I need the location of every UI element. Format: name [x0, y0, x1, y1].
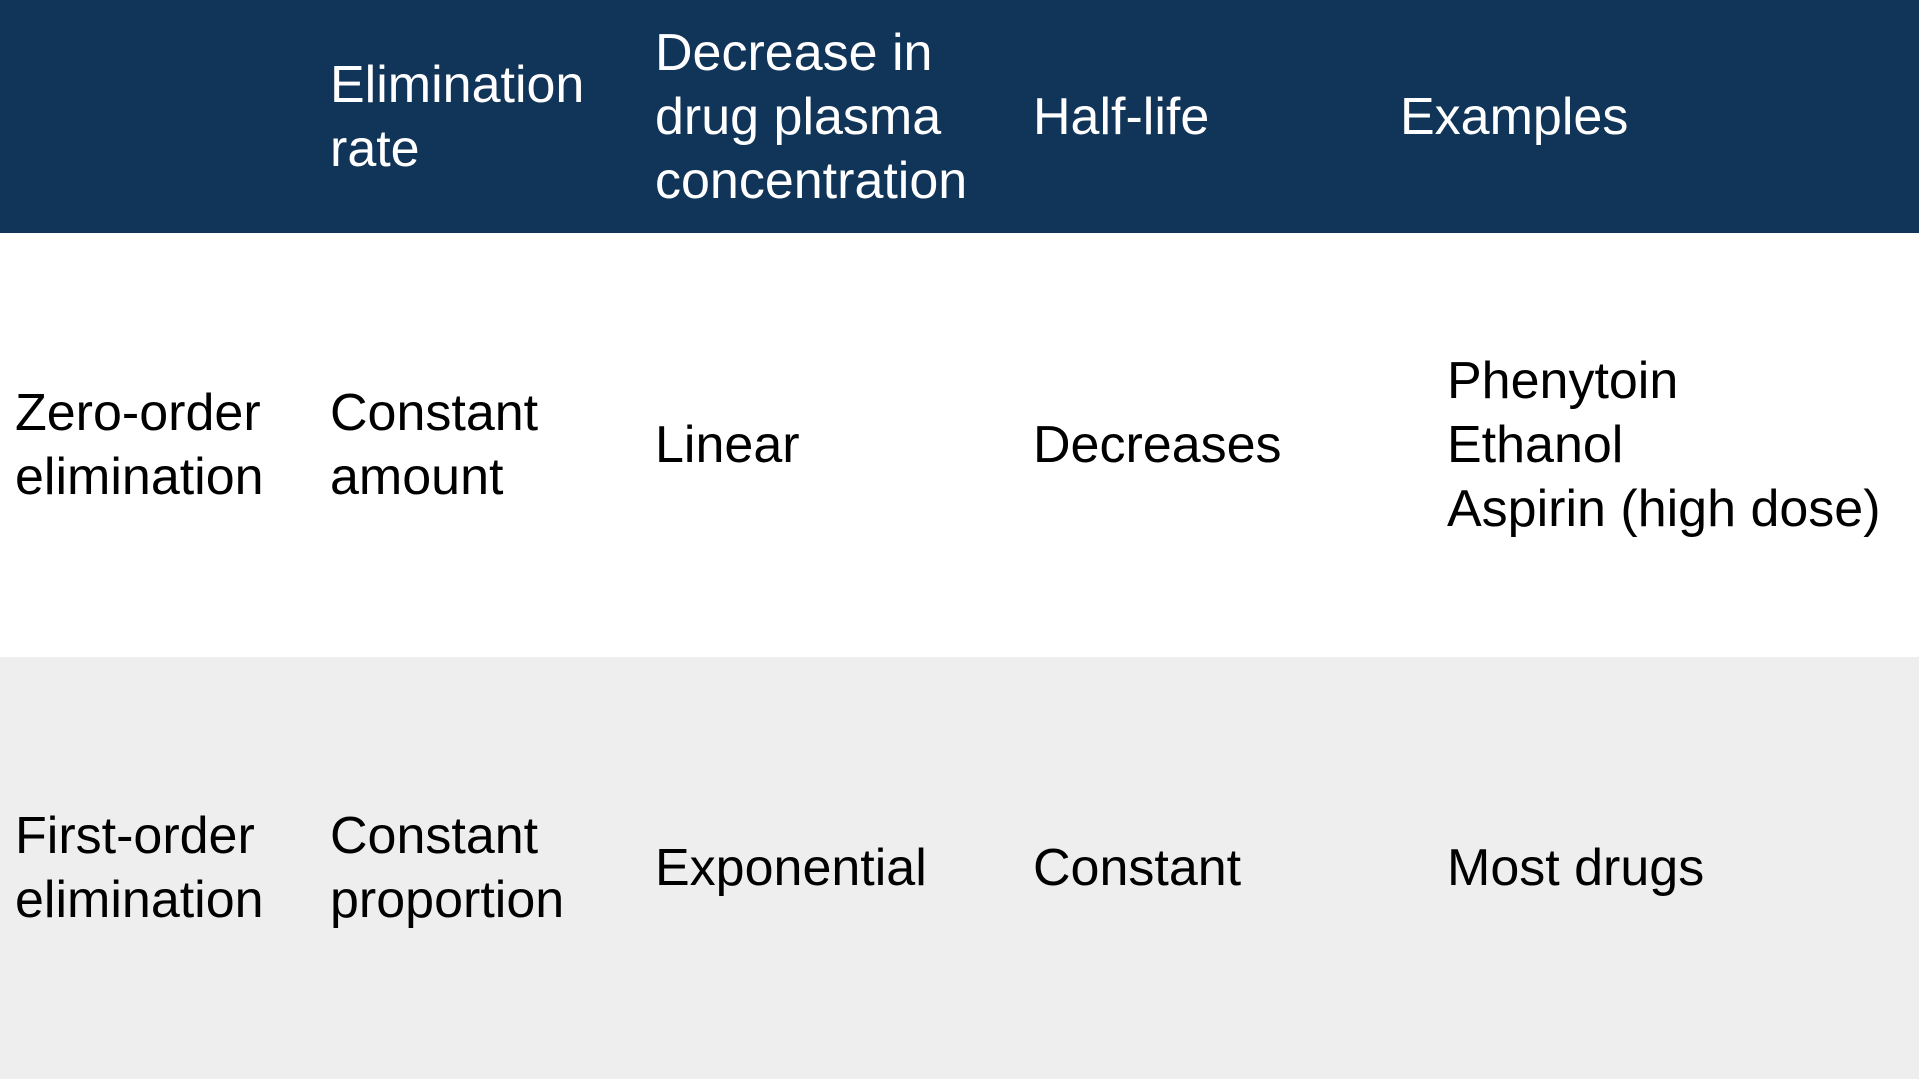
decrease-cell: Exponential [655, 839, 927, 897]
elimination-rate-cell: Constant proportion [330, 807, 565, 929]
row-label: Zero-order elimination [15, 384, 264, 506]
table-header: Elimination rate Decrease in drug plasma… [0, 0, 1919, 233]
examples-cell: Phenytoin Ethanol Aspirin (high dose) [1447, 352, 1881, 538]
examples-cell: Most drugs [1447, 839, 1705, 897]
half-life-cell: Decreases [1033, 416, 1282, 474]
header-elimination-rate: Elimination rate [330, 55, 585, 178]
header-half-life: Half-life [1033, 87, 1210, 146]
half-life-cell: Constant [1033, 839, 1242, 897]
elimination-rate-cell: Constant amount [330, 384, 539, 506]
decrease-cell: Linear [655, 416, 800, 474]
header-examples: Examples [1400, 87, 1629, 146]
row-label: First-order elimination [15, 807, 264, 929]
table-row: Zero-order elimination Constant amount L… [0, 233, 1919, 657]
table-row: First-order elimination Constant proport… [0, 657, 1919, 1079]
header-decrease-concentration: Decrease in drug plasma concentration [655, 23, 968, 210]
